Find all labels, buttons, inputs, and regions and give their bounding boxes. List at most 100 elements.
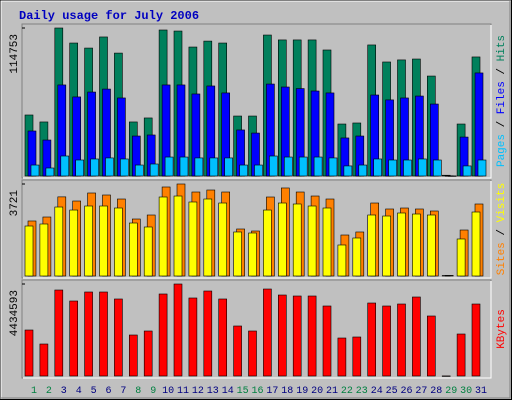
- bar: [143, 330, 153, 377]
- x-tick-label: 27: [415, 386, 427, 397]
- bar: [269, 155, 278, 177]
- bar: [367, 214, 377, 277]
- bar: [254, 164, 263, 177]
- bar: [203, 290, 213, 377]
- y-tick-label: 3721: [9, 190, 21, 217]
- x-tick-label: 8: [135, 386, 141, 397]
- bar: [120, 158, 129, 177]
- bar: [277, 202, 287, 277]
- bar: [149, 163, 159, 177]
- bar: [45, 167, 55, 177]
- panel-highlight: [23, 181, 492, 279]
- x-tick-label: 2: [46, 386, 52, 397]
- bar: [173, 195, 183, 277]
- x-tick-label: 18: [281, 386, 293, 397]
- bar: [352, 336, 362, 377]
- bar: [397, 212, 406, 277]
- bar: [194, 157, 204, 177]
- x-tick-label: 3: [61, 386, 67, 397]
- x-tick-label: 13: [207, 386, 219, 397]
- bar: [54, 289, 64, 377]
- bar: [233, 325, 242, 377]
- x-tick-label: 1: [31, 386, 37, 397]
- x-tick-label: 17: [266, 386, 278, 397]
- y-tick-label: 4434593: [9, 290, 21, 336]
- legend-separator: /: [496, 222, 508, 242]
- bar: [173, 283, 183, 377]
- x-tick-label: 28: [430, 386, 442, 397]
- x-tick-label: 26: [400, 386, 412, 397]
- bar: [24, 329, 34, 377]
- bar: [358, 164, 368, 177]
- x-tick-label: 19: [296, 386, 308, 397]
- bar: [209, 157, 219, 177]
- bar: [352, 237, 362, 277]
- bar: [277, 294, 287, 377]
- bar: [298, 156, 308, 177]
- bar: [99, 291, 108, 377]
- x-tick-label: 25: [386, 386, 398, 397]
- bar: [307, 205, 317, 277]
- x-tick-label: 22: [341, 386, 353, 397]
- x-tick-label: 30: [460, 386, 472, 397]
- bar: [471, 303, 481, 377]
- x-tick-label: 5: [91, 386, 97, 397]
- bar: [129, 222, 138, 277]
- bar: [105, 157, 114, 177]
- bar: [292, 295, 302, 377]
- bar: [263, 209, 272, 277]
- x-tick-label: 11: [177, 386, 189, 397]
- bar: [307, 295, 317, 377]
- bar: [418, 158, 427, 177]
- bar: [75, 159, 84, 177]
- panel-highlight: [23, 281, 492, 379]
- bar: [462, 165, 472, 177]
- bar: [337, 337, 347, 377]
- legend-separator: /: [496, 61, 508, 81]
- bar: [382, 215, 391, 277]
- bar: [30, 164, 40, 177]
- bar: [343, 165, 353, 177]
- bar: [432, 159, 442, 177]
- legend-entry: Pages: [496, 134, 508, 167]
- bar: [158, 293, 168, 377]
- bar: [158, 196, 168, 277]
- bar: [263, 288, 272, 377]
- bar: [322, 207, 332, 277]
- y-tick-label: 114753: [9, 34, 21, 74]
- bar: [99, 205, 108, 277]
- bar: [313, 156, 323, 177]
- bar: [218, 202, 227, 277]
- bar: [373, 158, 383, 177]
- x-tick-label: 24: [371, 386, 383, 397]
- bar: [129, 334, 138, 377]
- bar: [69, 300, 78, 377]
- bar: [188, 297, 198, 377]
- bar: [367, 302, 377, 377]
- bar: [84, 291, 93, 377]
- legend-entry: Files: [496, 81, 508, 114]
- bar: [69, 209, 78, 277]
- bar: [456, 238, 466, 277]
- x-tick-label: 20: [311, 386, 323, 397]
- bar: [283, 156, 293, 177]
- bar: [224, 157, 233, 177]
- bar: [471, 211, 481, 277]
- x-tick-label: 23: [356, 386, 368, 397]
- legend-entry: Visits: [496, 183, 508, 223]
- bar: [135, 164, 144, 177]
- bar: [90, 158, 99, 177]
- x-tick-label: 21: [326, 386, 338, 397]
- bar: [441, 275, 451, 277]
- x-tick-label: 4: [76, 386, 82, 397]
- bar: [60, 155, 70, 177]
- x-tick-label: 9: [150, 386, 156, 397]
- x-tick-label: 16: [251, 386, 263, 397]
- bar: [143, 226, 153, 277]
- bar: [39, 343, 49, 377]
- legend-separator: /: [496, 114, 508, 134]
- x-tick-label: 12: [192, 386, 204, 397]
- bar: [248, 232, 257, 277]
